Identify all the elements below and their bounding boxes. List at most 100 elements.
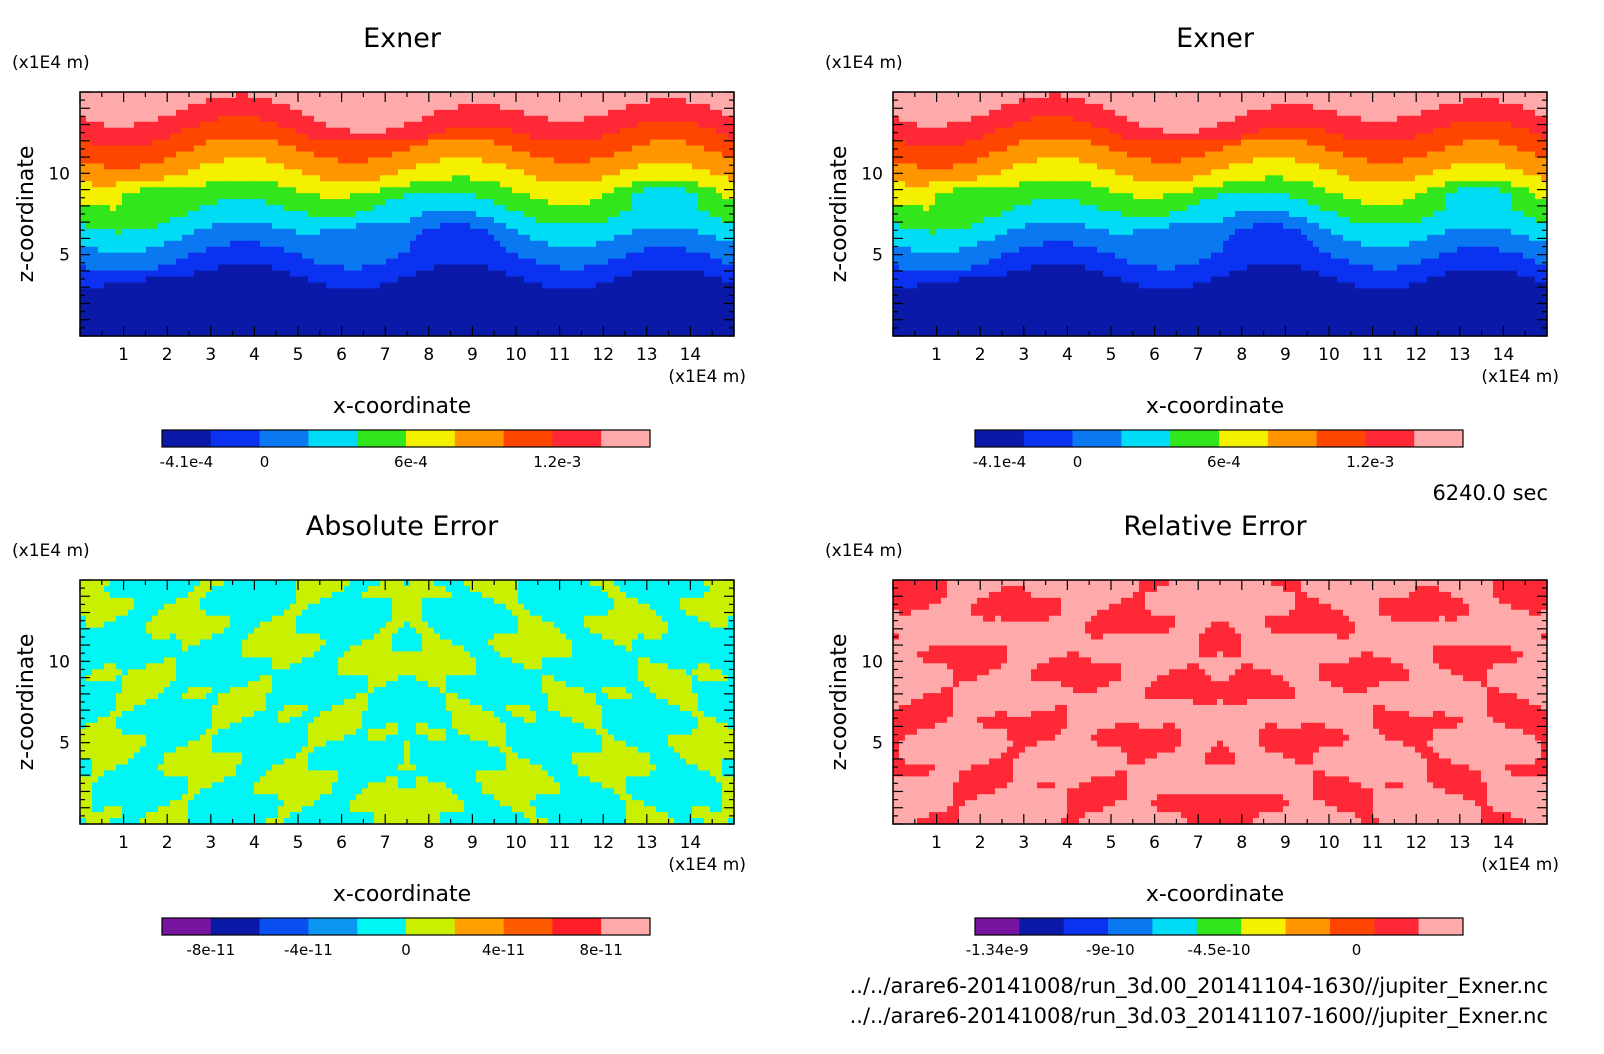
heatmap-cell [464, 121, 471, 129]
heatmap-cell [302, 264, 309, 272]
heatmap-cell [308, 228, 315, 236]
heatmap-cell [626, 306, 633, 313]
heatmap-cell [344, 324, 351, 331]
heatmap-cell [923, 103, 930, 111]
heatmap-cell [608, 199, 615, 206]
heatmap-cell [1361, 97, 1368, 105]
heatmap-cell [710, 306, 717, 313]
heatmap-cell [650, 240, 657, 248]
heatmap-cell [905, 97, 912, 105]
chart-panel-2: Exner(x1E4 m)1 2 3 4 5 6 7 8 9 10 11 12 13 14105(x1E4… [825, 23, 1559, 471]
heatmap-cell [410, 145, 417, 153]
heatmap-cell [428, 300, 435, 307]
heatmap-cell [614, 133, 621, 141]
heatmap-cell [656, 139, 663, 147]
heatmap-cell [146, 97, 153, 105]
heatmap-cell [314, 175, 321, 182]
heatmap-cell [668, 157, 675, 165]
heatmap-cell [536, 306, 543, 313]
heatmap-cell [560, 139, 567, 147]
heatmap-cell [458, 121, 465, 129]
heatmap-cell [368, 109, 375, 117]
heatmap-cell [620, 300, 627, 307]
heatmap-cell [152, 133, 159, 141]
heatmap-cell [146, 163, 153, 170]
heatmap-cell [608, 288, 615, 295]
heatmap-cell [464, 169, 471, 176]
heatmap-field [80, 92, 735, 337]
heatmap-cell [542, 157, 549, 165]
heatmap-cell [662, 157, 669, 165]
heatmap-cell [506, 205, 513, 212]
heatmap-cell [464, 103, 471, 111]
heatmap-cell [344, 318, 351, 325]
heatmap-cell [518, 306, 525, 313]
heatmap-cell [110, 270, 117, 278]
heatmap-cell [506, 234, 513, 242]
heatmap-cell [446, 270, 453, 278]
heatmap-cell [458, 276, 465, 284]
heatmap-cell [260, 193, 267, 200]
heatmap-cell [1487, 92, 1494, 99]
heatmap-cell [290, 312, 297, 319]
heatmap-cell [326, 216, 333, 224]
heatmap-cell [1505, 97, 1512, 105]
heatmap-cell [134, 228, 141, 236]
heatmap-cell [500, 282, 507, 289]
heatmap-cell [578, 97, 585, 105]
heatmap-cell [140, 228, 147, 236]
heatmap-cell [92, 121, 99, 129]
heatmap-cell [134, 199, 141, 206]
heatmap-cell [614, 103, 621, 111]
heatmap-cell [248, 222, 255, 230]
heatmap-cell [710, 151, 717, 159]
heatmap-cell [410, 240, 417, 248]
heatmap-cell [422, 228, 429, 236]
heatmap-cell [464, 133, 471, 141]
heatmap-cell [584, 294, 591, 301]
heatmap-cell [626, 282, 633, 289]
heatmap-cell [1187, 97, 1194, 105]
heatmap-cell [674, 276, 681, 284]
heatmap-cell [176, 282, 183, 289]
heatmap-cell [596, 258, 603, 266]
heatmap-cell [668, 288, 675, 295]
heatmap-cell [494, 252, 501, 260]
heatmap-cell [338, 246, 345, 254]
heatmap-cell [1055, 103, 1062, 111]
heatmap-cell [302, 139, 309, 147]
heatmap-cell [722, 133, 729, 141]
heatmap-cell [452, 211, 459, 218]
heatmap-cell [728, 163, 735, 170]
heatmap-cell [158, 282, 165, 289]
heatmap-cell [512, 216, 519, 224]
heatmap-cell [122, 181, 129, 188]
heatmap-cell [98, 121, 105, 129]
heatmap-cell [302, 324, 309, 331]
heatmap-cell [596, 288, 603, 295]
heatmap-cell [380, 228, 387, 236]
heatmap-cell [566, 133, 573, 141]
heatmap-cell [218, 246, 225, 254]
heatmap-cell [638, 234, 645, 242]
heatmap-cell [596, 103, 603, 111]
heatmap-cell [596, 181, 603, 188]
heatmap-cell [680, 115, 687, 123]
heatmap-cell [182, 258, 189, 266]
heatmap-cell [236, 246, 243, 254]
heatmap-cell [290, 127, 297, 135]
heatmap-cell [656, 193, 663, 200]
heatmap-cell [1235, 103, 1242, 111]
heatmap-cell [1349, 97, 1356, 105]
heatmap-cell [98, 306, 105, 313]
heatmap-cell [368, 258, 375, 266]
heatmap-cell [686, 258, 693, 266]
heatmap-cell [500, 216, 507, 224]
heatmap-cell [530, 133, 537, 141]
heatmap-cell [554, 109, 561, 117]
heatmap-cell [458, 133, 465, 141]
heatmap-cell [644, 264, 651, 272]
heatmap-cell [602, 288, 609, 295]
heatmap-cell [632, 97, 639, 105]
heatmap-cell [194, 306, 201, 313]
